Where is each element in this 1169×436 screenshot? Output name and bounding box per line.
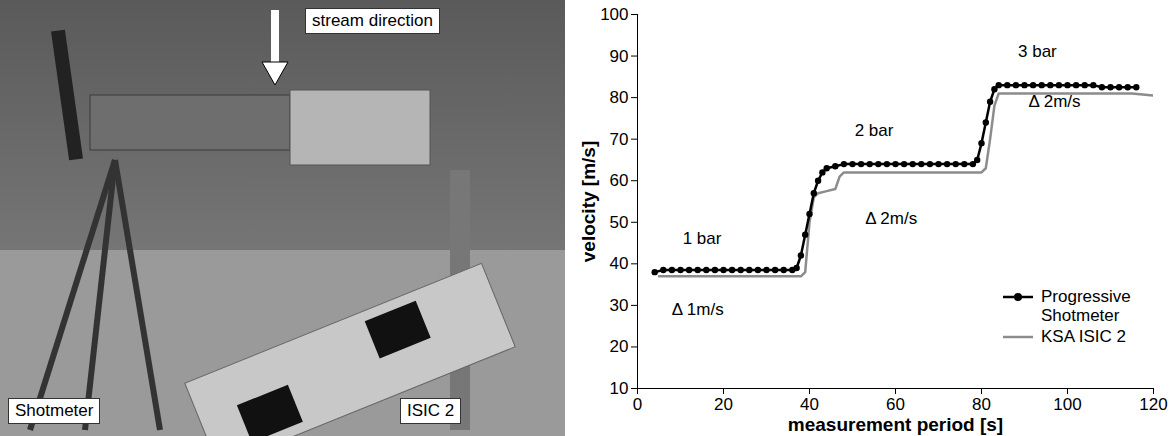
svg-text:90: 90 [610, 46, 629, 65]
html-text:stream direction: stream direction [312, 11, 433, 30]
svg-text:30: 30 [610, 296, 629, 315]
svg-text:3 bar: 3 bar [1018, 42, 1057, 61]
svg-text:10: 10 [610, 379, 629, 398]
html-text:Progressive Shotmeter: Progressive Shotmeter [1041, 287, 1131, 325]
svg-text:40: 40 [800, 395, 819, 414]
svg-text:Δ 2m/s: Δ 2m/s [865, 209, 917, 228]
svg-text:80: 80 [610, 88, 629, 107]
svg-text:60: 60 [610, 171, 629, 190]
svg-text:Δ 2m/s: Δ 2m/s [1029, 92, 1081, 111]
svg-text:60: 60 [886, 395, 905, 414]
svg-text:20: 20 [610, 337, 629, 356]
svg-text:100: 100 [600, 5, 628, 24]
html-text:Shotmeter: Shotmeter [15, 401, 94, 420]
svg-text:70: 70 [610, 130, 629, 149]
svg-text:velocity [m/s]: velocity [m/s] [578, 141, 599, 262]
svg-text:120: 120 [1139, 395, 1167, 414]
svg-text:50: 50 [610, 213, 629, 232]
svg-text:80: 80 [972, 395, 991, 414]
svg-text:Δ 1m/s: Δ 1m/s [672, 300, 724, 319]
html-text:ISIC 2: ISIC 2 [407, 401, 455, 420]
svg-text:40: 40 [610, 254, 629, 273]
svg-text:20: 20 [714, 395, 733, 414]
html-text:KSA ISIC 2: KSA ISIC 2 [1041, 327, 1126, 346]
svg-text:measurement period [s]: measurement period [s] [788, 414, 1003, 435]
svg-text:2 bar: 2 bar [855, 121, 894, 140]
svg-text:100: 100 [1053, 395, 1081, 414]
svg-text:1 bar: 1 bar [683, 229, 722, 248]
svg-text:0: 0 [633, 395, 642, 414]
